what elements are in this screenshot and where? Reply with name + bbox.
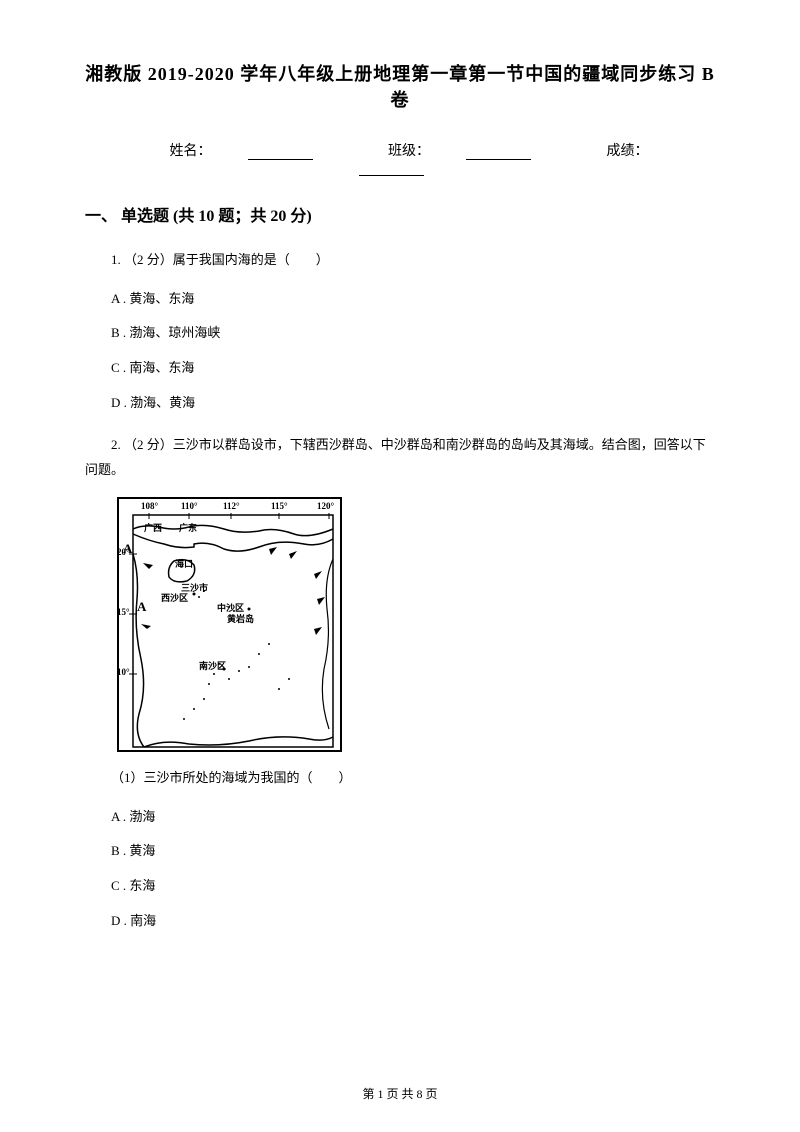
map-lon-108: 108° [141,501,158,511]
q1-stem: 1. （2 分）属于我国内海的是（ ） [85,248,715,273]
name-label: 姓名： [170,144,212,159]
map-lat-15: 15° [117,607,130,617]
map-lon-115: 115° [271,501,288,511]
name-field: 姓名： [152,144,335,159]
class-field: 班级： [370,144,553,159]
score-underline [359,162,424,176]
name-underline [248,146,313,160]
q1-opt-c: C . 南海、东海 [85,356,715,381]
q2-opt-a: A . 渤海 [85,805,715,830]
map-region-guangxi: 广西 [144,521,162,534]
q2-opt-b: B . 黄海 [85,839,715,864]
q2-opt-d: D . 南海 [85,909,715,934]
q2-stem: 2. （2 分）三沙市以群岛设市，下辖西沙群岛、中沙群岛和南沙群岛的岛屿及其海域… [85,433,715,482]
q2-sub1: （1）三沙市所处的海域为我国的（ ） [85,766,715,791]
map-letter-a2: A [123,541,132,557]
map-region-guangdong: 广东 [179,521,197,534]
q1-opt-a: A . 黄海、东海 [85,287,715,312]
class-underline [466,146,531,160]
page-title: 湘教版 2019-2020 学年八年级上册地理第一章第一节中国的疆域同步练习 B… [85,60,715,112]
section-header: 一、 单选题 (共 10 题；共 20 分) [85,202,715,226]
map-place-xisha: 西沙区 [161,591,188,604]
page-footer: 第 1 页 共 8 页 [0,1085,800,1102]
map-place-huangyan: 黄岩岛 [227,612,254,625]
q1-opt-b: B . 渤海、琼州海峡 [85,321,715,346]
map-place-nansha: 南沙区 [199,659,226,672]
info-row: 姓名： 班级： 成绩： [85,140,715,176]
map-figure: 108° 110° 112° 115° 120° 20° 15° 10° 广西 … [117,497,342,752]
map-lat-10: 10° [117,667,130,677]
class-label: 班级： [388,144,430,159]
q1-opt-d: D . 渤海、黄海 [85,391,715,416]
q2-opt-c: C . 东海 [85,874,715,899]
map-lon-120: 120° [317,501,334,511]
map-place-haikou: 海口 [175,557,193,570]
map-lon-110: 110° [181,501,198,511]
score-label: 成绩： [607,144,649,159]
map-lon-112: 112° [223,501,240,511]
map-letter-a: A [137,599,146,615]
